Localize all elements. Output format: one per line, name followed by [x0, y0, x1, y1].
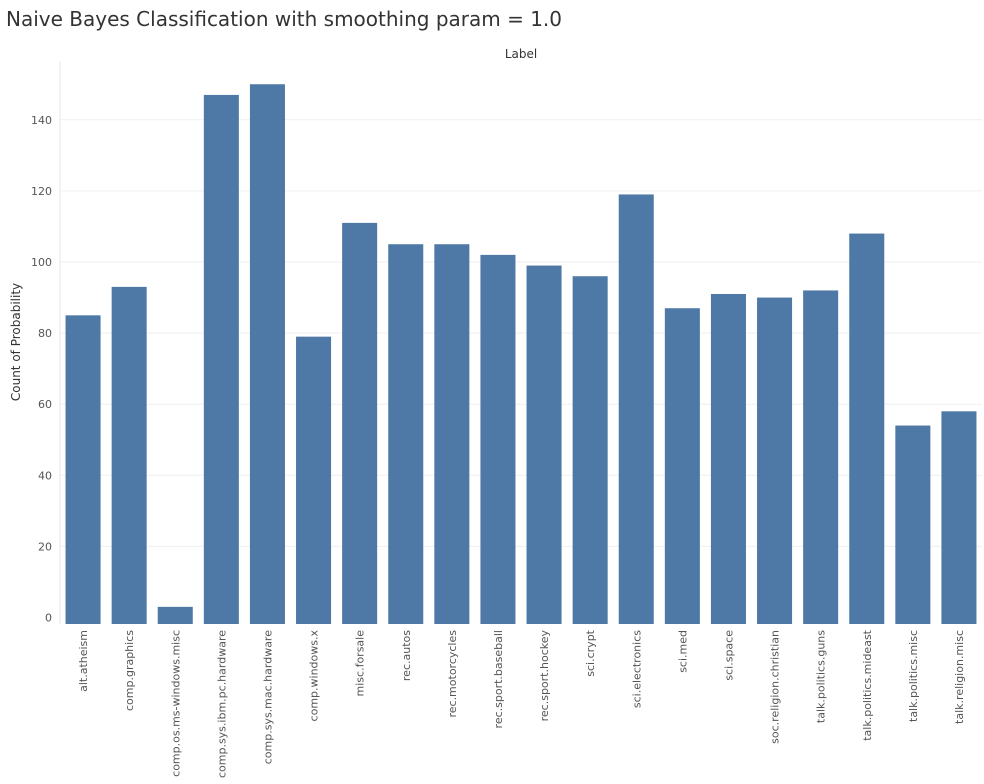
y-tick-label-140: 140: [31, 114, 52, 127]
x-tick-label-rec.sport.hockey: rec.sport.hockey: [538, 630, 551, 722]
y-tick-label-100: 100: [31, 256, 52, 269]
bar-comp.os.ms-windows.misc: [157, 606, 193, 624]
bar-talk.religion.misc: [941, 411, 977, 624]
y-tick-label-20: 20: [38, 540, 52, 553]
x-tick-label-talk.politics.misc: talk.politics.misc: [907, 630, 920, 722]
x-tick-label-talk.religion.misc: talk.religion.misc: [953, 630, 966, 724]
bar-sci.electronics: [618, 194, 654, 624]
x-tick-label-alt.atheism: alt.atheism: [77, 630, 90, 692]
x-tick-label-sci.space: sci.space: [722, 630, 735, 681]
x-tick-label-comp.graphics: comp.graphics: [123, 630, 136, 711]
x-tick-label-soc.religion.christian: soc.religion.christian: [769, 630, 782, 744]
x-tick-label-misc.forsale: misc.forsale: [354, 630, 367, 697]
x-axis-ticks: alt.atheism comp.graphics comp.os.ms-windo…: [77, 629, 966, 778]
bar-soc.religion.christian: [757, 297, 793, 624]
bar-sci.med: [664, 308, 700, 624]
y-tick-label-80: 80: [38, 327, 52, 340]
x-tick-label-talk.politics.mideast: talk.politics.mideast: [861, 629, 874, 740]
x-tick-label-comp.sys.mac.hardware: comp.sys.mac.hardware: [261, 630, 274, 764]
x-tick-label-sci.electronics: sci.electronics: [630, 630, 643, 708]
bar-talk.politics.guns: [803, 290, 839, 624]
x-tick-label-comp.sys.ibm.pc.hardware: comp.sys.ibm.pc.hardware: [215, 630, 228, 778]
y-tick-label-40: 40: [38, 469, 52, 482]
gridlines: [59, 62, 982, 624]
x-tick-label-rec.sport.baseball: rec.sport.baseball: [492, 630, 505, 728]
y-axis-label: Count of Probability: [9, 283, 23, 401]
bar-talk.politics.misc: [895, 425, 931, 624]
bar-alt.atheism: [65, 315, 101, 624]
column-header: Label: [505, 47, 537, 61]
bar-talk.politics.mideast: [849, 233, 885, 624]
x-tick-label-comp.windows.x: comp.windows.x: [308, 630, 321, 722]
bar-rec.sport.hockey: [526, 265, 562, 624]
bar-comp.sys.mac.hardware: [249, 84, 285, 624]
x-tick-label-sci.med: sci.med: [676, 630, 689, 673]
y-tick-label-60: 60: [38, 398, 52, 411]
x-tick-label-talk.politics.guns: talk.politics.guns: [815, 630, 828, 723]
chart-title: Naive Bayes Classification with smoothin…: [6, 7, 563, 31]
bar-comp.graphics: [111, 286, 147, 624]
x-tick-label-rec.autos: rec.autos: [400, 630, 413, 681]
bar-sci.crypt: [572, 276, 608, 624]
bars: [65, 84, 977, 625]
bar-misc.forsale: [342, 222, 378, 624]
x-tick-label-comp.os.ms-windows.misc: comp.os.ms-windows.misc: [169, 630, 182, 777]
x-tick-label-rec.motorcycles: rec.motorcycles: [446, 630, 459, 718]
bar-rec.motorcycles: [434, 244, 470, 624]
x-tick-label-sci.crypt: sci.crypt: [584, 629, 597, 676]
bar-sci.space: [710, 293, 746, 624]
bar-comp.sys.ibm.pc.hardware: [203, 94, 239, 625]
bar-rec.autos: [388, 244, 424, 624]
bar-rec.sport.baseball: [480, 254, 516, 624]
y-axis-ticks: 0 20 40 60 80 100 120 140: [31, 114, 52, 625]
y-tick-label-120: 120: [31, 185, 52, 198]
y-tick-label-0: 0: [45, 612, 52, 625]
bar-comp.windows.x: [296, 336, 332, 624]
